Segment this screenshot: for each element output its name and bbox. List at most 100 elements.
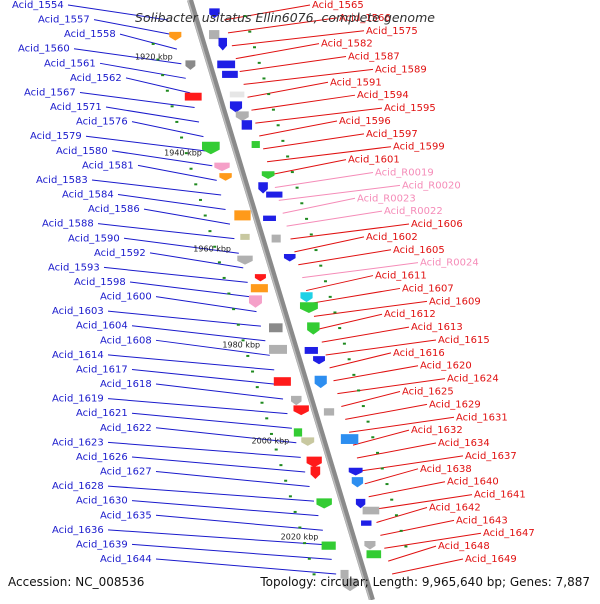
tick-mark (385, 483, 389, 486)
gene-labels: Acid_1554 Acid_1557 Acid_1558 Acid_1560 Acid… (12, 0, 535, 565)
tick-mark (184, 152, 188, 155)
gene-label-acid_1576: Acid_1576 (76, 117, 128, 128)
tick-mark (347, 358, 351, 361)
gene-label-acid_1649: Acid_1649 (465, 554, 517, 565)
connector-right-30 (341, 391, 401, 407)
gene-label-acid_1581: Acid_1581 (82, 160, 134, 171)
tick-mark (328, 295, 332, 298)
connector-right-27 (329, 352, 392, 369)
gene-label-acid_1640: Acid_1640 (447, 477, 499, 488)
gene-arrow-16 (261, 171, 275, 180)
gene-label-acid_1588: Acid_1588 (42, 219, 94, 230)
connector-right-21 (306, 275, 374, 292)
gene-label-acid_1575: Acid_1575 (366, 26, 418, 37)
gene-arrow-55 (342, 578, 358, 592)
gene-label-acid_1611: Acid_1611 (375, 271, 427, 282)
gene-block-32 (269, 344, 287, 354)
connector-left-12 (91, 179, 222, 196)
genome-backbone (187, 0, 375, 601)
connector-left-23 (155, 339, 270, 356)
gene-label-acid_1558: Acid_1558 (64, 29, 116, 40)
gene-arrow-44 (310, 466, 321, 479)
connector-right-32 (349, 416, 455, 433)
gene-label-acid_1589: Acid_1589 (375, 64, 427, 75)
gene-label-acid_1571: Acid_1571 (50, 102, 102, 113)
connector-right-15 (282, 197, 356, 214)
gene-label-acid_1567: Acid_1567 (24, 87, 76, 98)
connector-right-20 (302, 262, 419, 279)
gene-block-54 (340, 569, 349, 579)
connector-right-4 (239, 56, 347, 73)
tick-mark (404, 545, 408, 548)
gene-block-13 (251, 141, 260, 148)
tick-mark (217, 261, 221, 264)
gene-label-acid_1595: Acid_1595 (384, 103, 436, 114)
tick-mark (267, 93, 271, 96)
gene-label-acid_1619: Acid_1619 (52, 394, 104, 405)
gene-arrow-14 (214, 162, 230, 172)
connector-right-26 (325, 339, 437, 356)
gene-block-21 (240, 233, 250, 240)
gene-label-acid_1622: Acid_1622 (100, 423, 152, 434)
connector-left-36 (107, 529, 328, 546)
gene-block-8 (229, 91, 245, 98)
gene-arrow-28 (300, 292, 313, 303)
tick-mark (175, 120, 179, 123)
connector-right-17 (290, 223, 410, 240)
connector-right-40 (380, 519, 455, 536)
connector-right-8 (255, 107, 383, 124)
tick-mark (227, 292, 231, 295)
gene-arrow-12 (201, 141, 220, 155)
connector-left-30 (107, 441, 301, 458)
connector-right-24 (317, 313, 383, 330)
gene-block-20 (263, 215, 276, 221)
connector-left-11 (137, 164, 217, 181)
connector-left-25 (131, 368, 279, 385)
connector-right-1 (227, 17, 338, 34)
gene-label-acid_1609: Acid_1609 (429, 296, 481, 307)
tick-mark (194, 183, 198, 186)
tick-mark (203, 214, 207, 217)
tick-mark (357, 389, 361, 392)
tick-mark (286, 155, 290, 158)
tick-mark (295, 186, 299, 189)
connector-right-11 (266, 146, 392, 163)
gene-block-5 (217, 60, 236, 69)
gene-block-26 (250, 284, 268, 293)
gene-arrow-4 (185, 60, 196, 70)
tick-mark (236, 323, 240, 326)
connector-right-13 (274, 171, 374, 188)
scale-label-0: 1920 kbp (135, 53, 173, 62)
tick-mark (342, 342, 346, 345)
tick-mark (352, 373, 356, 376)
connector-left-27 (107, 398, 288, 415)
tick-mark (361, 405, 365, 408)
connector-left-19 (129, 281, 253, 298)
gene-arrow-37 (291, 395, 302, 406)
gene-label-acid_1579: Acid_1579 (30, 131, 82, 142)
connector-right-23 (313, 300, 428, 317)
tick-mark (243, 15, 247, 18)
gene-label-acid_1634: Acid_1634 (438, 438, 490, 449)
tick-mark (371, 436, 375, 439)
connector-right-34 (356, 442, 437, 459)
connector-left-13 (117, 194, 226, 211)
gene-label-acid_1606: Acid_1606 (411, 219, 463, 230)
tick-mark (305, 217, 309, 220)
connector-right-41 (384, 532, 482, 549)
gene-label-acid_1627: Acid_1627 (100, 467, 152, 478)
gene-label-acid_1648: Acid_1648 (438, 541, 490, 552)
tick-mark (394, 514, 398, 517)
tick-mark (314, 249, 318, 252)
connector-right-31 (345, 403, 428, 420)
connector-left-10 (111, 150, 213, 167)
connector-right-43 (392, 558, 464, 575)
map-title: Solibacter usitatus Ellin6076, complete … (135, 10, 435, 25)
gene-label-acid_r0023: Acid_R0023 (357, 193, 416, 204)
gene-arrow-27 (248, 295, 262, 308)
connector-left-28 (131, 412, 292, 429)
tick-mark (366, 420, 370, 423)
tick-mark (170, 105, 174, 108)
gene-label-acid_1607: Acid_1607 (402, 283, 454, 294)
